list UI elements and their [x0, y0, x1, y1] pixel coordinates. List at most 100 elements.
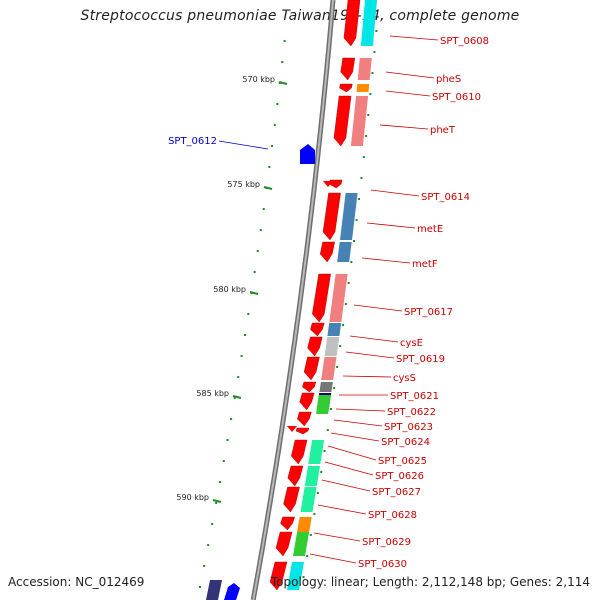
scale-label: 570 kbp [242, 75, 275, 84]
gene-arrow-partial [224, 583, 240, 600]
gene-arrow [302, 381, 317, 393]
scale-tick [249, 291, 259, 295]
scale-label: 590 kbp [176, 493, 209, 502]
scale-dot [244, 334, 247, 336]
gene-arrow [287, 465, 304, 487]
gene-leader-line [218, 140, 269, 150]
feature-dot [358, 198, 361, 200]
gene-arrow [310, 322, 325, 337]
feature-dot [365, 135, 368, 137]
feature-dot [367, 114, 370, 116]
scale-dot [276, 103, 279, 105]
scale-dot [271, 145, 274, 147]
gene-feature-block [304, 466, 320, 486]
gene-label: SPT_0614 [421, 192, 470, 203]
gene-leader-line [345, 351, 395, 359]
scale-dot [222, 460, 225, 462]
gene-feature-block [300, 487, 317, 512]
gene-leader-line [385, 90, 431, 97]
gene-arrow [295, 427, 310, 435]
gene-arrow [340, 57, 356, 81]
gene-label: SPT_0612 [168, 136, 217, 147]
scale-dot [198, 586, 201, 588]
gene-leader-line [342, 375, 392, 378]
gene-label: SPT_0624 [381, 437, 430, 448]
gene-arrow [291, 439, 308, 465]
gene-leader-line [366, 222, 416, 229]
scale-label: 575 kbp [227, 180, 260, 189]
gene-arrow-blue [300, 144, 315, 164]
gene-arrow [312, 273, 331, 323]
gene-label: SPT_0621 [390, 391, 439, 402]
scale-dot [253, 271, 256, 273]
genome-backbone-highlight [252, 0, 334, 600]
scale-dot [268, 166, 271, 168]
gene-leader-line [327, 445, 377, 461]
scale-tick [278, 81, 288, 85]
feature-dot [320, 471, 323, 473]
feature-dot [313, 513, 316, 515]
gene-feature-block [297, 520, 312, 532]
feature-dot [360, 177, 363, 179]
gene-arrow [275, 531, 293, 557]
scale-dot [207, 544, 210, 546]
scale-tick [232, 395, 242, 399]
accession-label: Accession: NC_012469 [8, 575, 145, 589]
gene-feature-block [316, 395, 331, 414]
gene-leader-line [309, 553, 357, 564]
genome-summary: Topology: linear; Length: 2,112,148 bp; … [270, 575, 590, 589]
gene-arrow [333, 95, 352, 147]
gene-leader-line [389, 35, 439, 41]
gene-feature-block [356, 84, 370, 92]
gene-feature-block [337, 242, 352, 262]
gene-leader-line [349, 335, 399, 343]
gene-label: cysE [400, 338, 423, 349]
feature-dot [326, 429, 329, 431]
gene-arrow [280, 516, 295, 531]
scale-dot [262, 208, 265, 210]
scale-label: 585 kbp [196, 389, 229, 398]
gene-label: cysS [393, 373, 416, 384]
feature-dot [306, 555, 309, 557]
gene-leader-line [379, 124, 429, 130]
gene-feature-block [329, 274, 348, 322]
gene-leader-line [313, 532, 361, 542]
gene-feature-block [324, 337, 340, 356]
gene-label: SPT_0627 [372, 487, 421, 498]
scale-dot [226, 439, 229, 441]
gene-leader-line [321, 479, 371, 492]
feature-dot [371, 72, 374, 74]
genome-title: Streptococcus pneumoniae Taiwan19F-14, c… [80, 8, 520, 24]
feature-dot [339, 345, 342, 347]
feature-dot [373, 51, 376, 53]
gene-leader-line [370, 189, 420, 197]
feature-dot [355, 219, 358, 221]
scale-tick [212, 499, 222, 503]
scale-dot [218, 481, 221, 483]
gene-arrow [269, 561, 288, 591]
scale-dot [203, 565, 206, 567]
gene-leader-line [335, 408, 386, 412]
scale-dot [273, 124, 276, 126]
gene-leader-line [333, 419, 383, 427]
gene-label: SPT_0626 [375, 471, 424, 482]
gene-arrow [307, 336, 323, 357]
gene-feature-block [350, 96, 369, 146]
gene-arrow [299, 392, 315, 411]
feature-dot [323, 450, 326, 452]
gene-label: SPT_0625 [378, 456, 427, 467]
gene-label: pheS [436, 74, 461, 85]
feature-dot [369, 93, 372, 95]
gene-label: SPT_0622 [387, 407, 436, 418]
gene-label: phеT [430, 125, 456, 136]
gene-label: SPT_0619 [396, 354, 445, 365]
scale-dot [283, 40, 286, 42]
scale-label: 580 kbp [213, 285, 246, 294]
scale-dot [259, 229, 262, 231]
feature-dot [333, 387, 336, 389]
scale-dot [256, 250, 259, 252]
gene-feature-block [357, 58, 372, 80]
gene-marker [323, 181, 333, 187]
